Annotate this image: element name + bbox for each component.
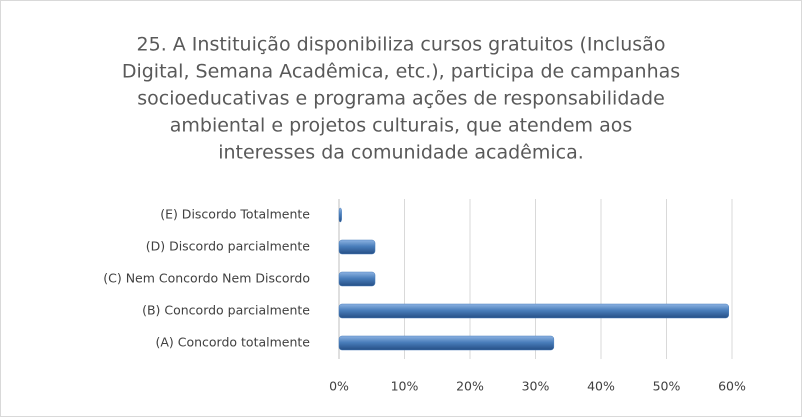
chart-title: socioeducativas e programa ações de resp…	[137, 88, 665, 110]
x-tick-label: 0%	[329, 379, 349, 394]
x-tick-label: 60%	[718, 379, 746, 394]
chart-title: interesses da comunidade acadêmica.	[218, 142, 584, 164]
bar	[338, 303, 729, 319]
y-tick-label: (E) Discordo Totalmente	[160, 207, 310, 222]
chart-title: ambiental e projetos culturais, que aten…	[170, 115, 633, 137]
x-tick-label: 30%	[522, 379, 550, 394]
x-tick-label: 10%	[391, 379, 419, 394]
y-tick-label: (B) Concordo parcialmente	[142, 303, 310, 318]
x-tick-label: 40%	[587, 379, 615, 394]
x-tick-label: 20%	[456, 379, 484, 394]
y-tick-label: (A) Concordo totalmente	[155, 335, 310, 350]
chart-title: 25. A Instituição disponibiliza cursos g…	[137, 34, 666, 56]
chart-title: Digital, Semana Acadêmica, etc.), partic…	[122, 61, 680, 83]
y-tick-label: (C) Nem Concordo Nem Discordo	[103, 271, 310, 286]
bar	[338, 271, 376, 287]
y-tick-label: (D) Discordo parcialmente	[146, 239, 311, 254]
bar	[338, 239, 376, 255]
bar	[338, 207, 342, 223]
bar	[338, 335, 555, 351]
x-tick-label: 50%	[653, 379, 681, 394]
